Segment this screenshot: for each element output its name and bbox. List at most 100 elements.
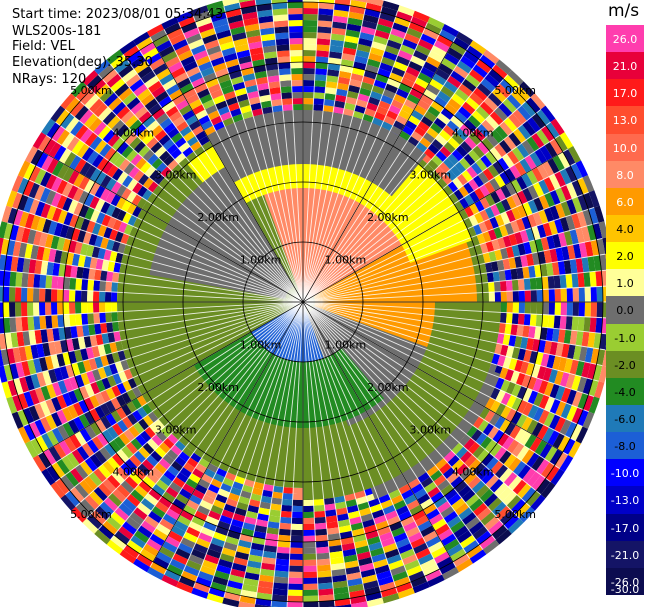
noise-gate: [208, 6, 226, 17]
noise-gate: [549, 189, 561, 206]
noise-gate: [12, 240, 22, 257]
noise-gate: [523, 278, 531, 291]
noise-gate: [255, 76, 269, 85]
noise-gate: [97, 344, 106, 357]
noise-gate: [199, 499, 213, 511]
noise-gate: [245, 84, 259, 94]
noise-gate: [427, 159, 439, 171]
noise-gate: [75, 278, 83, 291]
noise-gate: [467, 441, 481, 455]
noise-gate: [102, 111, 117, 126]
ray-gap: [223, 6, 304, 303]
noise-gate: [349, 516, 363, 526]
noise-gate: [478, 221, 488, 234]
noise-gate: [258, 507, 271, 516]
noise-gate: [410, 537, 426, 549]
noise-gate: [103, 443, 117, 457]
noise-gate: [99, 280, 107, 292]
noise-gate: [324, 509, 337, 517]
noise-gate: [468, 521, 485, 535]
noise-gate: [331, 21, 348, 30]
noise-gate: [494, 125, 509, 140]
noise-gate: [198, 114, 211, 126]
noise-gate: [45, 315, 53, 329]
noise-gate: [542, 222, 553, 237]
noise-gate: [549, 248, 558, 263]
noise-gate: [329, 550, 344, 559]
noise-gate: [144, 98, 159, 111]
noise-gate: [359, 562, 375, 572]
noise-gate: [575, 160, 589, 178]
noise-gate: [195, 537, 211, 549]
noise-gate: [11, 175, 24, 193]
noise-gate: [485, 474, 500, 489]
noise-gate: [258, 88, 271, 97]
noise-gate: [586, 363, 597, 380]
noise-gate: [528, 325, 536, 339]
noise-gate: [150, 141, 163, 154]
noise-gate: [582, 378, 593, 395]
colorbar-cell: [606, 513, 644, 542]
noise-gate: [128, 425, 140, 438]
noise-gate: [73, 173, 85, 188]
noise-gate: [57, 276, 65, 290]
noise-gate: [584, 286, 591, 302]
noise-gate: [367, 498, 381, 508]
noise-gate: [139, 430, 152, 443]
noise-gate: [423, 148, 436, 160]
ray-gap: [223, 301, 304, 598]
noise-gate: [341, 53, 356, 62]
noise-gate: [417, 38, 434, 51]
noise-gate: [444, 52, 460, 66]
noise-gate: [116, 382, 127, 395]
noise-gate: [99, 87, 115, 103]
noise-gate: [365, 2, 383, 13]
noise-gate: [86, 150, 100, 165]
noise-gate: [97, 464, 112, 479]
noise-gate: [152, 528, 168, 542]
range-label: 3.00km: [409, 423, 451, 436]
noise-gate: [392, 120, 405, 131]
noise-gate: [183, 130, 196, 142]
noise-gate: [491, 87, 507, 103]
noise-gate: [446, 471, 460, 484]
noise-gate: [502, 258, 511, 271]
ray-gap: [302, 134, 560, 303]
noise-gate: [120, 480, 135, 494]
noise-gate: [455, 128, 469, 141]
noise-gate: [207, 110, 221, 121]
noise-gate: [112, 101, 127, 116]
noise-gate: [32, 455, 47, 472]
noise-gate: [432, 73, 447, 86]
noise-gate: [464, 454, 477, 468]
noise-gate: [90, 509, 107, 525]
noise-gate: [21, 287, 28, 302]
noise-gate: [360, 513, 374, 523]
noise-gate: [371, 85, 385, 95]
noise-gate: [206, 45, 222, 56]
noise-gate: [524, 302, 531, 314]
noise-gate: [583, 394, 595, 412]
noise-gate: [505, 312, 513, 324]
noise-gate: [331, 574, 348, 583]
noise-gate: [506, 94, 522, 110]
noise-gate: [303, 589, 319, 596]
noise-gate: [440, 505, 455, 519]
noise-gate: [180, 21, 198, 34]
noise-gate: [93, 302, 100, 313]
noise-gate: [430, 100, 445, 113]
noise-gate: [82, 70, 99, 86]
noise-gate: [404, 33, 421, 45]
range-label: 1.00km: [240, 338, 282, 351]
noise-gate: [174, 136, 187, 149]
noise-gate: [248, 41, 263, 50]
noise-gate: [303, 553, 317, 560]
ray-gap: [302, 301, 606, 351]
colorbar-cell: [606, 459, 644, 487]
noise-gate: [397, 5, 415, 17]
noise-gate: [529, 151, 543, 167]
noise-gate: [62, 197, 73, 212]
noise-gate: [47, 220, 58, 236]
noise-gate: [121, 187, 132, 200]
noise-gate: [63, 151, 77, 167]
